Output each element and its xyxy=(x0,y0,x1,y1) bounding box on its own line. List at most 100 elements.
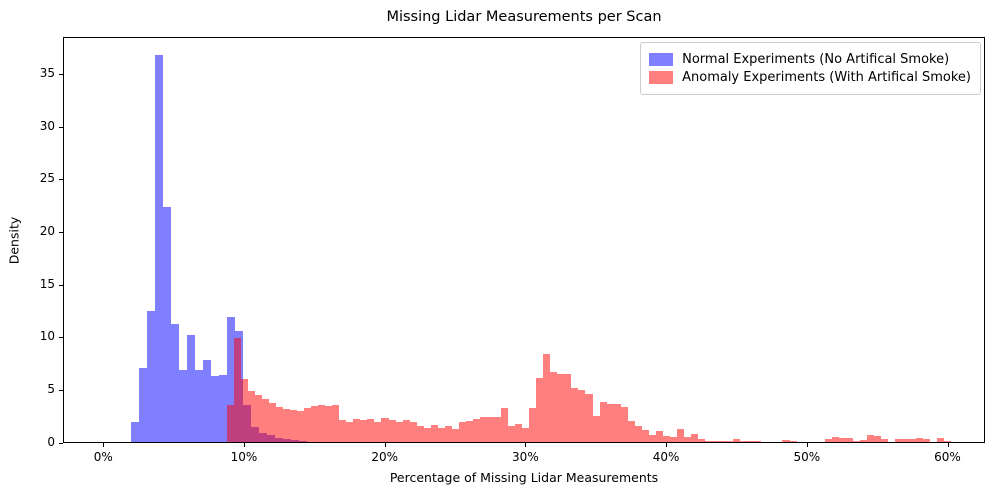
histogram-bar xyxy=(536,377,544,442)
histogram-bar xyxy=(388,419,396,442)
histogram-bar xyxy=(895,439,903,442)
y-tick-mark xyxy=(59,390,63,391)
histogram-bar xyxy=(458,422,466,442)
histogram-bar xyxy=(550,372,558,442)
histogram-bar xyxy=(740,441,748,442)
histogram-bar xyxy=(226,405,234,442)
histogram-bar xyxy=(627,420,635,442)
histogram-bar xyxy=(402,419,410,442)
histogram-bar xyxy=(430,425,438,442)
histogram-bar xyxy=(254,394,262,442)
histogram-bar xyxy=(409,422,417,442)
histogram-bar xyxy=(261,398,269,442)
histogram-bar xyxy=(275,407,283,442)
y-tick-label: 25 xyxy=(39,171,55,186)
histogram-bar xyxy=(789,440,797,442)
histogram-bar xyxy=(437,428,445,442)
x-tick-mark xyxy=(947,443,949,447)
y-tick-label: 10 xyxy=(39,329,55,344)
histogram-bar xyxy=(508,426,516,442)
histogram-bar xyxy=(325,406,333,442)
histogram-bar xyxy=(698,438,706,442)
histogram-bar xyxy=(648,435,656,442)
legend-item-normal: Normal Experiments (No Artifical Smoke) xyxy=(649,52,971,67)
histogram-bar xyxy=(571,388,579,442)
histogram-bar xyxy=(754,441,762,442)
chart-title: Missing Lidar Measurements per Scan xyxy=(386,9,662,25)
x-tick-mark xyxy=(666,443,668,447)
x-axis-label: Percentage of Missing Lidar Measurements xyxy=(389,470,659,485)
x-tick-label: 30% xyxy=(512,450,539,464)
legend-item-anomaly: Anomaly Experiments (With Artifical Smok… xyxy=(649,70,971,85)
histogram-bar xyxy=(831,437,839,442)
histogram-bar xyxy=(909,438,917,442)
y-tick-mark xyxy=(59,126,63,128)
histogram-bar xyxy=(782,439,790,442)
histogram-bar xyxy=(543,353,551,442)
histogram-bar xyxy=(227,316,236,442)
histogram-bar xyxy=(179,370,188,442)
histogram-bar xyxy=(726,440,734,442)
histogram-bar xyxy=(866,435,874,442)
histogram-bar xyxy=(592,415,600,442)
histogram-bar xyxy=(522,427,530,442)
histogram-bar xyxy=(585,393,593,442)
histogram-bar xyxy=(564,373,572,442)
histogram-bar xyxy=(479,416,487,442)
histogram-bar xyxy=(367,418,375,442)
histogram-bar xyxy=(557,373,565,442)
histogram-bar xyxy=(859,439,867,442)
histogram-bar xyxy=(683,436,691,442)
histogram-bar xyxy=(620,407,628,442)
histogram-bar xyxy=(923,439,931,442)
histogram-bar xyxy=(203,359,212,442)
histogram-bar xyxy=(395,422,403,442)
histogram-bar xyxy=(318,405,326,442)
histogram-bar xyxy=(747,441,755,442)
histogram-bar xyxy=(304,408,312,442)
histogram-bar xyxy=(613,404,621,442)
histogram-bar xyxy=(290,410,298,442)
y-tick-mark xyxy=(59,442,63,444)
histogram-bar xyxy=(297,411,305,442)
histogram-bar xyxy=(465,420,473,442)
histogram-bar xyxy=(187,334,196,442)
y-axis-label: Density xyxy=(6,216,22,265)
x-tick-mark xyxy=(103,443,105,447)
legend-label-normal: Normal Experiments (No Artifical Smoke) xyxy=(682,52,950,67)
histogram-bar xyxy=(578,390,586,442)
histogram-bar xyxy=(195,370,204,442)
y-tick-label: 0 xyxy=(47,434,55,449)
histogram-bar xyxy=(219,374,228,442)
histogram-bar xyxy=(360,419,368,442)
histogram-bar xyxy=(606,404,614,442)
histogram-bar xyxy=(374,422,382,442)
x-tick-label: 60% xyxy=(934,450,961,464)
histogram-bar xyxy=(944,440,952,442)
histogram-bar xyxy=(880,438,888,442)
histogram-bar xyxy=(163,207,172,442)
legend-swatch-normal xyxy=(649,53,674,66)
histogram-bar xyxy=(733,439,741,442)
histogram-bar xyxy=(515,424,523,442)
histogram-bar xyxy=(916,437,924,442)
histogram-bar xyxy=(712,440,720,442)
histogram-bar xyxy=(353,418,361,442)
x-tick-label: 50% xyxy=(793,450,821,464)
y-tick-mark xyxy=(59,284,63,286)
histogram-bar xyxy=(332,405,340,442)
histogram-bar xyxy=(655,430,663,442)
histogram-bar xyxy=(937,438,945,442)
histogram-bar xyxy=(669,437,677,442)
histogram-bar xyxy=(211,375,220,442)
y-tick-label: 35 xyxy=(39,66,55,80)
histogram-bar xyxy=(676,429,684,442)
histogram-bar xyxy=(451,429,459,442)
histogram-bar xyxy=(444,426,452,442)
histogram-bar xyxy=(416,426,424,442)
histogram-bar xyxy=(705,440,713,442)
x-tick-label: 10% xyxy=(230,450,258,464)
histogram-bar xyxy=(139,368,148,442)
histogram-bar xyxy=(240,378,248,442)
